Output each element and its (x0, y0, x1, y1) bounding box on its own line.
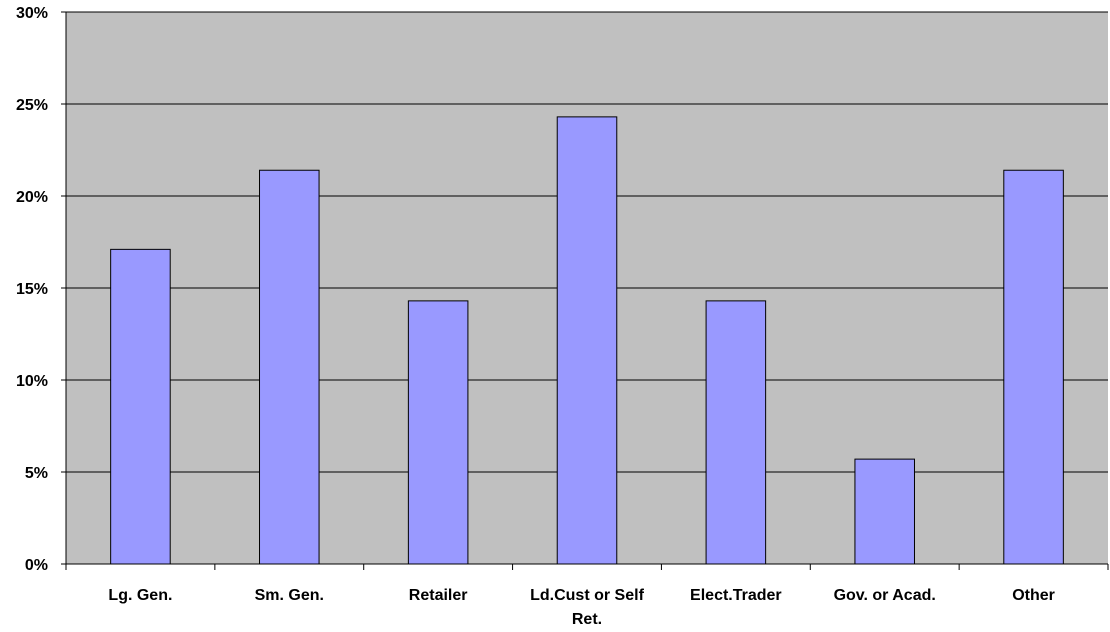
x-tick-label: Gov. or Acad. (834, 587, 936, 604)
x-axis-tick-labels: Lg. Gen. Sm. Gen. Retailer Ld.Cust or Self R… (108, 587, 1054, 628)
y-axis-tick-labels: 0% 5% 10% 15% 20% 25% 30% (16, 5, 48, 574)
y-tick-label: 10% (16, 373, 48, 390)
y-tick-label: 25% (16, 97, 48, 114)
bar (110, 248, 171, 565)
bar (556, 116, 618, 565)
bars (110, 116, 1064, 565)
bar (407, 300, 469, 565)
y-tick-label: 5% (25, 465, 48, 482)
y-tick-label: 30% (16, 5, 48, 22)
bar (854, 458, 915, 565)
y-tick-label: 15% (16, 281, 48, 298)
bar (1003, 169, 1064, 565)
y-tick-label: 0% (25, 557, 48, 574)
x-tick-label: Lg. Gen. (108, 587, 172, 604)
x-tick-label: Elect.Trader (690, 587, 782, 604)
axes (61, 11, 1109, 570)
x-tick-label: Other (1012, 587, 1055, 604)
y-tick-label: 20% (16, 189, 48, 206)
bar (259, 169, 320, 565)
x-tick-label: Retailer (409, 587, 468, 604)
x-tick-label: Ld.Cust or Self Ret. (530, 587, 644, 628)
x-tick-label: Sm. Gen. (255, 587, 324, 604)
bar (705, 300, 767, 565)
